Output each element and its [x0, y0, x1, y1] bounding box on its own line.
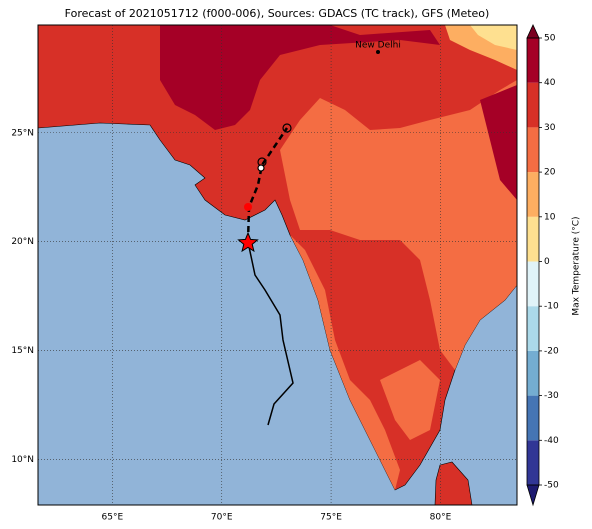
colorbar-bin — [527, 261, 539, 307]
track-point — [257, 164, 265, 172]
lat-label: 15°N — [11, 346, 34, 356]
colorbar-bin — [527, 350, 539, 396]
track-forecast — [246, 127, 289, 243]
colorbar-label: Max Temperature (°C) — [572, 216, 582, 315]
colorbar-tick-label: 0 — [544, 257, 550, 267]
colorbar-bin — [527, 172, 539, 217]
colorbar-bin — [527, 38, 539, 83]
storm-position — [237, 231, 259, 253]
colorbar-tick-label: 20 — [544, 168, 556, 178]
map-area: New Delhi — [38, 25, 517, 505]
colorbar-bin — [527, 306, 539, 351]
lat-label: 10°N — [11, 455, 34, 465]
grid — [38, 25, 517, 505]
colorbar-tick-label: -50 — [544, 481, 559, 491]
colorbar-bin — [527, 440, 539, 485]
hot-east — [480, 85, 517, 200]
city-dot — [376, 50, 380, 54]
colorbar-tick-label: 30 — [544, 123, 556, 133]
colorbar-bin — [527, 82, 539, 128]
warm-coast — [290, 235, 400, 490]
hot-region — [160, 25, 440, 130]
sri-lanka — [434, 461, 473, 505]
colorbar-tick-label: 50 — [544, 34, 556, 44]
lon-label: 70°E — [211, 513, 233, 523]
colorbar-under — [526, 484, 540, 507]
lon-label: 80°E — [430, 513, 452, 523]
warm-region — [280, 80, 517, 370]
lon-label: 75°E — [320, 513, 342, 523]
mountain-cool — [470, 25, 517, 50]
colorbar-bin — [527, 216, 539, 262]
track-point — [282, 123, 292, 133]
colorbar: -50 -40 -30 -20 -10 0 10 20 30 40 50 — [526, 24, 559, 507]
lat-label: 25°N — [11, 128, 34, 138]
colorbar-tick-label: 10 — [544, 212, 556, 222]
south-interior — [380, 360, 440, 440]
lon-label: 65°E — [102, 513, 124, 523]
colorbar-over — [526, 24, 540, 39]
track-point — [244, 203, 252, 211]
title: Forecast of 2021051712 (f000-006), Sourc… — [65, 7, 490, 20]
city-label: New Delhi — [355, 41, 401, 51]
colorbar-bin — [527, 395, 539, 441]
colorbar-tick-label: 40 — [544, 78, 556, 88]
map-frame — [37, 24, 518, 506]
track-past — [247, 241, 294, 426]
colorbar-tick-label: -30 — [544, 391, 559, 401]
colorbar-tick-label: -10 — [544, 302, 559, 312]
lat-label: 20°N — [11, 237, 34, 247]
colorbar-tick-label: -40 — [544, 436, 559, 446]
colorbar-tick-label: -20 — [544, 346, 559, 356]
colorbar-bin — [527, 127, 539, 173]
